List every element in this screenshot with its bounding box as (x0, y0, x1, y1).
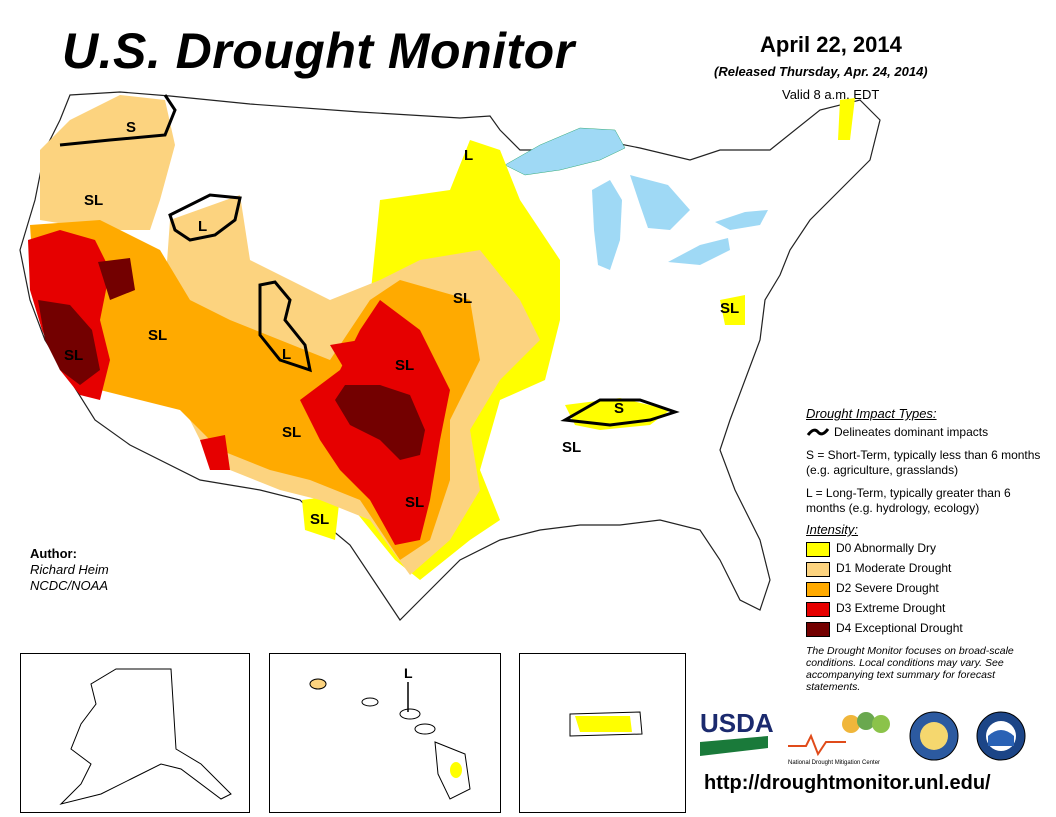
author-block: Author: Richard Heim NCDC/NOAA (30, 546, 109, 594)
intensity-label: D0 Abnormally Dry (836, 541, 937, 555)
puerto-rico-inset (519, 653, 686, 813)
label-ut: L (282, 346, 291, 363)
label-ms: SL (562, 439, 581, 456)
svg-text:USDA: USDA (700, 708, 774, 738)
release-date: (Released Thursday, Apr. 24, 2014) (714, 64, 928, 79)
intensity-swatch (806, 542, 830, 557)
intensity-title: Intensity: (806, 522, 859, 537)
lake-huron (630, 175, 690, 230)
intensity-row: D0 Abnormally Dry (806, 541, 1046, 557)
usda-logo: USDA (700, 708, 774, 756)
author-label: Author: (30, 546, 77, 561)
drought-map: S SL L SL SL L L SL SL SL SL SL SL S SL (19, 91, 881, 621)
intensity-row: D4 Exceptional Drought (806, 621, 1046, 637)
intensity-swatch (806, 582, 830, 597)
long-term-row: L = Long-Term, typically greater than 6 … (806, 486, 1046, 516)
logo-strip: USDA National Drought Mitigation Center (700, 708, 1026, 766)
label-nd: L (464, 147, 473, 164)
logos: USDA National Drought Mitigation Center (698, 702, 1048, 766)
impact-line-icon (806, 428, 830, 436)
svg-text:National Drought Mitigation Ce: National Drought Mitigation Center (788, 760, 880, 766)
short-term-text: S = Short-Term, typically less than 6 mo… (806, 448, 1041, 477)
lake-michigan (592, 180, 622, 270)
doc-seal (909, 711, 959, 761)
intensity-list: D0 Abnormally Dry D1 Moderate Drought D2 S… (806, 541, 1046, 637)
short-term-row: S = Short-Term, typically less than 6 mo… (806, 448, 1046, 478)
alaska-inset (20, 653, 250, 813)
intensity-row: D3 Extreme Drought (806, 601, 1046, 617)
impact-line-row: Delineates dominant impacts (806, 425, 1046, 440)
valid-time: Valid 8 a.m. EDT (782, 87, 880, 102)
hawaii-map: L (309, 665, 471, 800)
intensity-swatch (806, 562, 830, 577)
label-pa: SL (720, 300, 739, 317)
label-ne-or: SL (84, 192, 103, 209)
intensity-label: D4 Exceptional Drought (836, 621, 963, 635)
intensity-row: D1 Moderate Drought (806, 561, 1046, 577)
author-org: NCDC/NOAA (30, 578, 109, 593)
label-tn: S (614, 400, 624, 417)
alaska-map (59, 668, 232, 805)
page-title: U.S. Drought Monitor (62, 23, 575, 79)
label-or: S (126, 119, 136, 136)
legend: Drought Impact Types: Delineates dominan… (806, 406, 1046, 637)
label-nv: SL (148, 327, 167, 344)
label-id: L (198, 218, 207, 235)
intensity-label: D2 Severe Drought (836, 581, 939, 595)
label-ca: SL (64, 347, 83, 364)
drought-areas (28, 95, 855, 580)
lake-superior (504, 127, 626, 176)
hawaii-inset: L (269, 653, 501, 813)
label-tx-w: SL (310, 511, 329, 528)
ndmc-logo: National Drought Mitigation Center (788, 712, 890, 766)
label-ne: SL (453, 290, 472, 307)
label-ks: SL (395, 357, 414, 374)
impact-types-title: Drought Impact Types: (806, 406, 937, 421)
map-date: April 22, 2014 (760, 32, 902, 57)
intensity-row: D2 Severe Drought (806, 581, 1046, 597)
intensity-label: D1 Moderate Drought (836, 561, 952, 575)
impact-line-text: Delineates dominant impacts (834, 425, 989, 439)
website-link[interactable]: http://droughtmonitor.unl.edu/ (704, 772, 991, 794)
intensity-swatch (806, 602, 830, 617)
puerto-rico-map (569, 711, 643, 737)
label-tx: SL (405, 494, 424, 511)
label-nm: SL (282, 424, 301, 441)
noaa-logo (976, 711, 1026, 761)
long-term-text: L = Long-Term, typically greater than 6 … (806, 486, 1011, 515)
intensity-swatch (806, 622, 830, 637)
lake-ontario (715, 210, 768, 230)
lake-erie (668, 238, 730, 265)
impact-boundaries (59, 94, 680, 427)
disclaimer-note: The Drought Monitor focuses on broad-sca… (806, 645, 1014, 693)
label-hi: L (404, 665, 413, 681)
intensity-label: D3 Extreme Drought (836, 601, 946, 615)
author-name: Richard Heim (30, 562, 109, 577)
